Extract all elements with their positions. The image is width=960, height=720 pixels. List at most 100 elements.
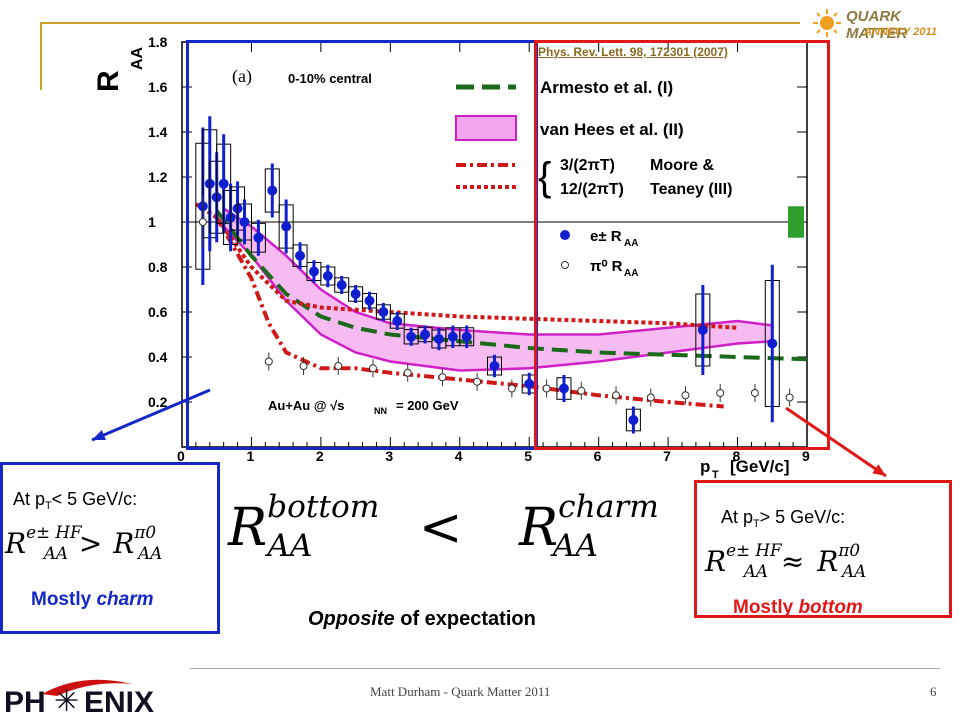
legend-pion-sub: AA — [624, 268, 638, 279]
legend-moore-name-1: Moore & — [650, 157, 714, 174]
y-tick-label: 0.8 — [148, 259, 168, 275]
pion-point — [577, 386, 586, 395]
right-note-emph: bottom — [798, 597, 863, 618]
left-condition-rest: < 5 GeV/c: — [51, 489, 138, 509]
right-condition-rest: > 5 GeV/c: — [759, 507, 846, 527]
system-label-sub: NN — [374, 406, 387, 416]
x-axis-title-sub: T — [712, 469, 719, 481]
normalization-box — [788, 206, 804, 238]
phenix-star-icon: ✳ — [54, 685, 80, 718]
right-formula-lhs: R — [705, 545, 727, 578]
footer-author: Matt Durham - Quark Matter 2011 — [370, 684, 551, 699]
right-note: Mostly bottom — [733, 597, 863, 619]
reference-citation[interactable]: Phys. Rev. Lett. 98, 172301 (2007) — [538, 45, 728, 59]
pion-point — [542, 384, 551, 393]
center-formula: RbottomAA < RcharmAA — [228, 489, 659, 564]
moore-12-curve — [194, 202, 738, 330]
x-tick-label: 9 — [802, 448, 810, 464]
electron-point — [524, 379, 535, 389]
left-formula-rhs-sup: π0 — [134, 521, 157, 542]
right-note-prefix: Mostly — [733, 597, 799, 618]
legend-electron-label: e± R — [590, 228, 622, 245]
electron-point — [697, 325, 708, 335]
y-axis-title: R — [92, 70, 125, 92]
x-axis-title: p — [700, 457, 710, 476]
center-rhs-sub: AA — [552, 527, 598, 564]
legend-electron-marker — [560, 230, 570, 240]
legend-armesto-label: Armesto et al. (I) — [540, 78, 673, 97]
left-formula-lhs: R — [5, 527, 27, 560]
legend-moore-name-2: Teaney (III) — [650, 181, 732, 198]
phenix-logo-left: PH — [4, 686, 46, 719]
x-tick-label: 0 — [177, 448, 185, 464]
left-summary-box: At pT< 5 GeV/c: Re± HFAA > Rπ0AA Mostly … — [0, 462, 220, 634]
left-formula-op: > — [78, 527, 103, 560]
quark-matter-logo: QUARK MATTER ANNECY 2011 — [812, 4, 957, 44]
electron-point — [218, 178, 229, 189]
right-formula-lhs-sup: e± HF — [726, 539, 782, 560]
x-tick-label: 1 — [246, 448, 254, 464]
pion-point — [264, 357, 273, 366]
center-lhs: R — [228, 498, 268, 558]
y-tick-label: 1.4 — [148, 124, 168, 140]
left-condition-text: At p — [13, 489, 46, 509]
title-rule — [40, 22, 800, 24]
legend-moore-brace: { — [538, 155, 551, 199]
electron-point — [295, 250, 306, 261]
legend-vanhees-swatch — [455, 115, 517, 141]
electron-point — [461, 331, 472, 342]
conclusion-emph: Opposite — [308, 608, 395, 630]
left-formula: Re± HFAA > Rπ0AA — [5, 522, 163, 563]
y-tick-label: 1.6 — [148, 79, 168, 95]
pion-point — [473, 377, 482, 386]
right-arrow-shaft — [785, 406, 887, 478]
electron-point — [392, 316, 403, 326]
legend-moore-3-label: 3/(2πT) — [560, 157, 615, 174]
y-axis-title-sub: AA — [129, 46, 146, 70]
electron-point — [767, 338, 778, 349]
x-tick-label: 5 — [524, 448, 532, 464]
legend-electron-sub: AA — [624, 238, 638, 249]
electron-point — [406, 331, 417, 342]
left-note-prefix: Mostly — [31, 589, 97, 610]
electron-point — [558, 383, 569, 394]
logo-line2: ANNECY 2011 — [864, 26, 937, 38]
electron-point — [433, 334, 444, 344]
pion-point — [716, 389, 725, 397]
right-formula-op: ≈ — [780, 545, 805, 578]
electron-point — [489, 361, 500, 371]
left-condition-sub: T — [45, 499, 52, 512]
low-pt-region-box — [186, 40, 538, 450]
pion-point — [334, 362, 343, 370]
electron-point — [628, 415, 639, 425]
electron-point — [378, 307, 389, 317]
right-arrow-head — [872, 464, 886, 476]
legend-pion-label: π⁰ R — [590, 258, 623, 275]
right-condition: At pT> 5 GeV/c: — [721, 507, 846, 530]
pion-point — [646, 393, 655, 402]
electron-point — [253, 232, 264, 243]
pion-point — [681, 391, 690, 400]
pion-point — [612, 391, 621, 400]
center-op: < — [418, 498, 463, 558]
legend-moore-12-label: 12/(2πT) — [560, 181, 624, 198]
left-formula-rhs-sub: AA — [138, 542, 163, 563]
electron-point — [420, 329, 431, 340]
center-lhs-sub: AA — [267, 527, 313, 564]
electron-point — [336, 280, 347, 290]
right-summary-box: At pT> 5 GeV/c: Re± HFAA ≈ Rπ0AA Mostly … — [694, 480, 952, 618]
footer-rule — [190, 668, 940, 669]
electron-point — [281, 221, 292, 232]
title-rule-vertical — [40, 22, 42, 90]
left-arrow-shaft — [91, 388, 211, 442]
y-tick-label: 1.8 — [148, 34, 168, 50]
right-formula-rhs-sub: AA — [842, 560, 867, 581]
footer-page-number: 6 — [930, 684, 937, 699]
electron-point — [267, 185, 278, 196]
system-label: Au+Au @ √s — [268, 398, 345, 413]
logo-line1: QUARK MATTER — [846, 8, 908, 42]
x-tick-label: 4 — [455, 448, 463, 464]
pion-point — [299, 362, 308, 370]
right-formula-rhs: R — [817, 545, 839, 578]
left-formula-rhs: R — [113, 527, 135, 560]
